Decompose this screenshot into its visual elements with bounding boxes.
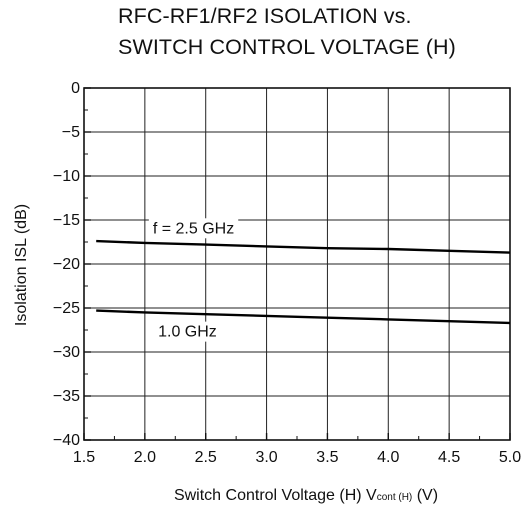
x-axis-label-main: Switch Control Voltage (H) V	[174, 487, 377, 504]
tick-labels: 1.5 2.0 2.5 3.0 3.5 4.0 4.5 5.0 0 −5 −10 −15 −20 −25 −…	[53, 80, 521, 466]
x-tick-label: 4.5	[438, 449, 460, 466]
series-line	[96, 309, 511, 325]
x-tick-label: 3.0	[255, 449, 277, 466]
x-tick-label: 3.5	[316, 449, 338, 466]
series-line	[96, 239, 511, 254]
grid	[83, 87, 511, 441]
chart-title-line-1: RFC-RF1/RF2 ISOLATION vs.	[118, 4, 412, 28]
y-tick-label: 0	[71, 80, 80, 97]
chart-title-line-2: SWITCH CONTROL VOLTAGE (H)	[118, 35, 456, 59]
plot-frame	[83, 87, 511, 441]
y-tick-label: −25	[53, 300, 80, 317]
series-annotation: f = 2.5 GHz	[153, 220, 234, 237]
y-axis-label: Isolation ISL (dB)	[13, 204, 30, 326]
y-tick-label: −35	[53, 388, 80, 405]
x-axis-label: Switch Control Voltage (H) Vcont (H) (V)	[174, 487, 438, 504]
y-tick-label: −15	[53, 212, 80, 229]
x-tick-label: 2.0	[134, 449, 156, 466]
y-tick-label: −10	[53, 168, 80, 185]
x-axis-label-unit: (V)	[412, 487, 438, 504]
y-tick-label: −40	[53, 432, 80, 449]
y-tick-label: −20	[53, 256, 80, 273]
annotation-background	[154, 321, 221, 342]
x-tick-label: 1.5	[73, 449, 95, 466]
series-group	[96, 239, 511, 325]
annotations: f = 2.5 GHz 1.0 GHz	[148, 218, 239, 342]
x-tick-label: 5.0	[499, 449, 521, 466]
annotation-background	[148, 218, 239, 239]
series-annotation: 1.0 GHz	[158, 324, 217, 341]
y-tick-label: −30	[53, 344, 80, 361]
x-tick-label: 4.0	[377, 449, 399, 466]
x-tick-label: 2.5	[195, 449, 217, 466]
y-tick-label: −5	[62, 124, 80, 141]
x-axis-label-subscript: cont (H)	[377, 492, 413, 503]
